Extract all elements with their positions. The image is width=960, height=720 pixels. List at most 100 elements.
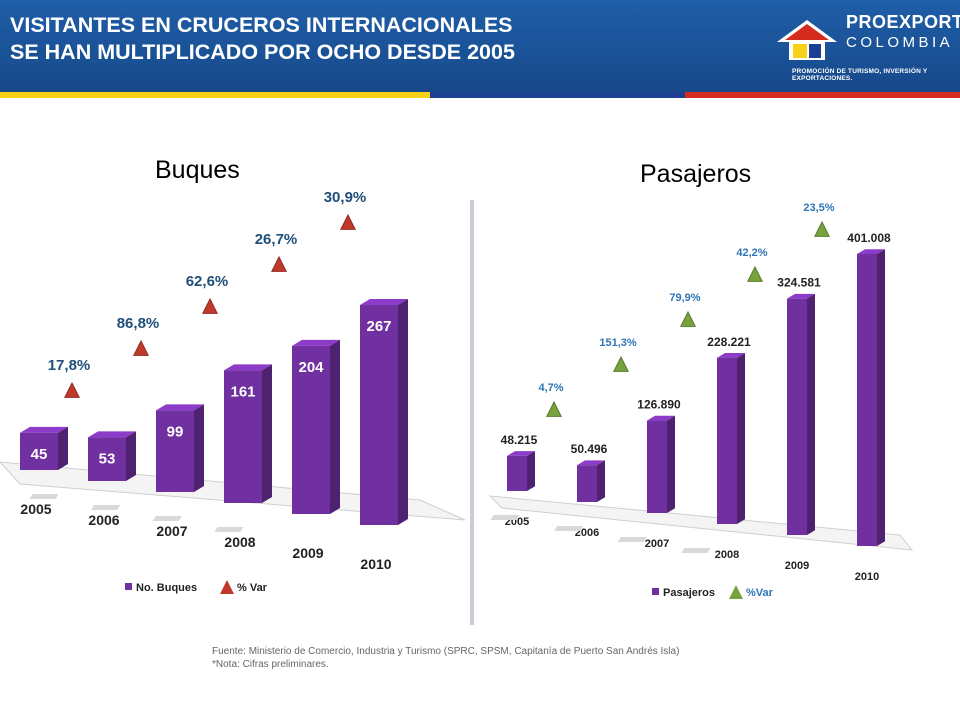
bar-shadow [681,548,711,553]
bar-side [807,293,815,535]
var-label: 26,7% [255,231,298,248]
bar-side [398,299,408,525]
bar-2009 [292,345,330,514]
bar-2008 [717,357,737,524]
value-label-2010: 401.008 [847,231,891,245]
bar-shadow [617,537,647,542]
bar-top [292,339,340,346]
var-label: 30,9% [324,190,367,206]
var-marker-icon [679,310,697,327]
bar-top [717,353,745,358]
var-label: 4,7% [538,382,563,394]
bar-2005 [507,455,527,491]
value-label-2008: 161 [230,383,255,400]
var-marker-icon [270,255,288,272]
bar-side [737,353,745,524]
var-label: 17,8% [48,357,91,374]
bar-side [330,339,340,514]
bar-top [20,426,68,433]
legend-var-label: % Var [237,582,268,594]
logo-country: COLOMBIA [846,34,954,51]
bar-shadow [91,505,121,510]
bar-top [88,431,136,438]
var-marker-icon [201,297,219,314]
var-marker-icon [746,265,764,282]
proexport-logo-icon [777,20,837,60]
value-label-2008: 228.221 [707,335,751,349]
bar-top [224,364,272,371]
chart-title-buques: Buques [155,156,240,184]
var-label: 42,2% [736,247,767,259]
value-label-2009: 324.581 [777,276,821,290]
bar-side [597,460,605,502]
buques-chart: 45 2005 53 2006 99 2007 161 2008 204 2009 267 2010 1… [0,190,466,594]
category-label-2008: 2008 [715,549,739,561]
bar-side [527,451,535,491]
logo-tagline: PROMOCIÓN DE TURISMO, INVERSIÓN Y EXPORT… [792,68,928,82]
bar-2007 [647,420,667,513]
value-label-2009: 204 [298,359,324,376]
bar-top [787,293,815,299]
category-label-2009: 2009 [292,545,323,561]
bar-top [360,299,408,305]
legend-bar-swatch [125,583,132,590]
bar-shadow [152,516,182,521]
legend-bar-swatch [652,588,659,595]
bar-2010 [857,254,877,546]
var-marker-icon [63,381,81,398]
legend-bar-label: Pasajeros [663,587,715,599]
legend-bar-label: No. Buques [136,582,197,594]
bar-top [857,249,885,254]
var-marker-icon [132,339,150,356]
bar-side [262,364,272,503]
chart-floor [488,495,914,551]
bar-shadow [29,494,59,499]
bar-2010 [360,305,398,525]
bar-2009 [787,298,807,535]
bar-2005 [20,432,58,470]
value-label-2010: 267 [366,318,391,335]
bar-top [577,460,605,466]
note-line: *Nota: Cifras preliminares. [212,659,329,670]
var-label: 151,3% [599,337,637,349]
bar-2006 [88,437,126,481]
category-label-2006: 2006 [88,512,119,528]
panel-divider [470,200,474,625]
bar-side [667,415,675,513]
header-bar: VISITANTES EN CRUCEROS INTERNACIONALES S… [0,0,960,92]
source-line: Fuente: Ministerio de Comercio, Industri… [212,646,680,657]
value-label-2006: 53 [99,450,116,467]
bar-top [647,415,675,421]
bar-side [194,404,204,492]
legend-marker-icon [220,580,234,594]
bar-shadow [554,526,584,531]
legend-var-label: %Var [746,587,774,599]
flag-stripe [0,92,960,98]
bar-2006 [577,465,597,502]
bar-side [877,249,885,546]
source-note: Fuente: Ministerio de Comercio, Industri… [212,645,679,671]
category-label-2005: 2005 [20,501,51,517]
slide-title: VISITANTES EN CRUCEROS INTERNACIONALES S… [10,12,515,66]
category-label-2006: 2006 [575,527,599,539]
bar-top [156,404,204,411]
value-label-2006: 50.496 [571,442,608,456]
bar-shadow [490,515,520,520]
title-line-2: SE HAN MULTIPLICADO POR OCHO DESDE 2005 [10,40,515,64]
var-label: 79,9% [669,292,700,304]
legend-marker-icon [729,585,743,599]
bar-shadow [214,527,244,532]
var-marker-icon [545,400,563,417]
category-label-2008: 2008 [224,534,255,550]
category-label-2007: 2007 [645,538,669,550]
pasajeros-chart: 48.215200550.4962006126.8902007228.22120… [488,202,914,599]
var-label: 86,8% [117,315,160,332]
var-label: 62,6% [186,273,229,290]
category-label-2009: 2009 [785,560,809,572]
bar-top [507,451,535,456]
bar-2007 [156,410,194,492]
bar-2008 [224,370,262,503]
category-label-2010: 2010 [360,556,391,572]
var-marker-icon [339,213,357,230]
value-label-2005: 45 [31,446,48,463]
